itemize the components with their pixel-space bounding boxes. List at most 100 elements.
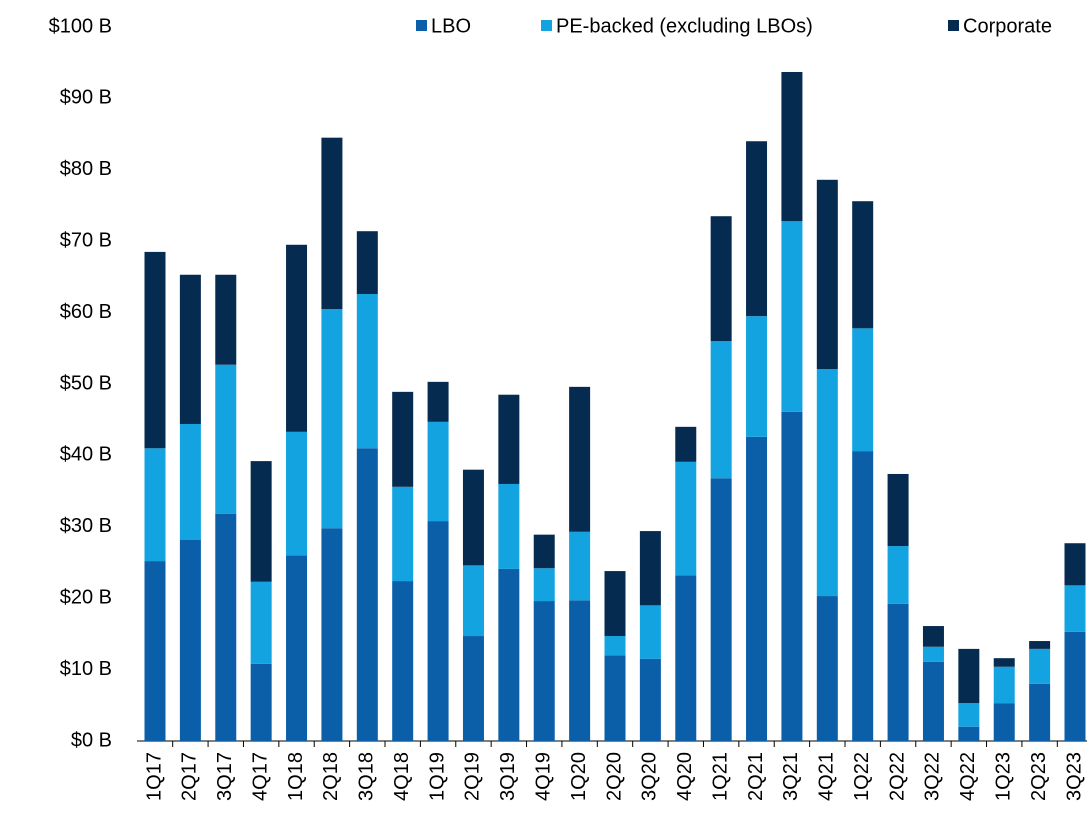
x-tick-label: 2Q23 bbox=[1028, 752, 1050, 801]
bar-segment bbox=[816, 596, 838, 741]
bar-segment bbox=[852, 451, 874, 741]
bar-segment bbox=[533, 568, 555, 602]
bar-segment bbox=[321, 137, 343, 310]
y-tick-label: $50 B bbox=[60, 372, 112, 394]
y-tick-label: $100 B bbox=[49, 15, 112, 37]
bar-segment bbox=[321, 528, 343, 741]
bar-segment bbox=[392, 391, 414, 487]
x-tick-label: 1Q23 bbox=[993, 752, 1015, 801]
bar-segment bbox=[498, 483, 520, 569]
x-tick-label: 1Q17 bbox=[143, 752, 165, 801]
bar-segment bbox=[1029, 641, 1051, 649]
x-tick-label: 3Q23 bbox=[1063, 752, 1085, 801]
legend-label: PE-backed (excluding LBOs) bbox=[556, 15, 813, 37]
legend-swatch bbox=[541, 20, 552, 31]
bar-segment bbox=[569, 386, 591, 532]
bar-segment bbox=[286, 244, 308, 432]
bar-segment bbox=[852, 328, 874, 452]
y-tick-label: $70 B bbox=[60, 229, 112, 251]
x-tick-label: 2Q21 bbox=[745, 752, 767, 801]
x-tick-label: 1Q18 bbox=[285, 752, 307, 801]
bar-segment bbox=[462, 469, 484, 566]
x-tick-label: 4Q19 bbox=[533, 752, 555, 801]
bar-segment bbox=[427, 421, 449, 522]
bar-segment bbox=[356, 294, 378, 449]
bar-segment bbox=[639, 531, 661, 606]
bar-segment bbox=[675, 575, 697, 741]
bar-segment bbox=[887, 603, 909, 741]
x-tick-label: 2Q19 bbox=[462, 752, 484, 801]
bar-segment bbox=[816, 369, 838, 597]
bar-segment bbox=[250, 581, 272, 664]
bar-segment bbox=[1029, 648, 1051, 684]
bar-segment bbox=[781, 411, 803, 741]
bar-segment bbox=[781, 221, 803, 412]
bar-segment bbox=[852, 201, 874, 329]
bar-segment bbox=[604, 571, 626, 637]
x-tick-label: 1Q22 bbox=[851, 752, 873, 801]
x-tick-label: 3Q19 bbox=[497, 752, 519, 801]
x-tick-label: 1Q19 bbox=[426, 752, 448, 801]
bar-segment bbox=[1064, 543, 1086, 586]
bar-segment bbox=[922, 646, 944, 662]
y-tick-label: $40 B bbox=[60, 444, 112, 466]
bar-segment bbox=[179, 539, 201, 741]
bar-segment bbox=[462, 636, 484, 741]
bar-segment bbox=[887, 473, 909, 547]
bar-segment bbox=[639, 605, 661, 659]
x-tick-label: 2Q18 bbox=[320, 752, 342, 801]
x-tick-label: 1Q21 bbox=[709, 752, 731, 801]
bar-segment bbox=[462, 565, 484, 637]
x-tick-label: 4Q21 bbox=[816, 752, 838, 801]
bar-segment bbox=[392, 581, 414, 741]
legend-swatch bbox=[948, 20, 959, 31]
bar-segment bbox=[356, 231, 378, 295]
y-tick-label: $90 B bbox=[60, 87, 112, 109]
bar-segment bbox=[250, 663, 272, 741]
bar-segment bbox=[1029, 683, 1051, 741]
bar-segment bbox=[144, 251, 166, 449]
bar-segment bbox=[498, 394, 520, 484]
legend-label: LBO bbox=[431, 15, 471, 37]
legend-label: Corporate bbox=[963, 15, 1052, 37]
bar-segment bbox=[781, 71, 803, 222]
bar-segment bbox=[958, 726, 980, 741]
bar-segment bbox=[746, 436, 768, 741]
x-tick-label: 2Q20 bbox=[603, 752, 625, 801]
legend-swatch bbox=[416, 20, 427, 31]
x-tick-label: 4Q22 bbox=[957, 752, 979, 801]
x-tick-label: 1Q20 bbox=[568, 752, 590, 801]
y-tick-label: $0 B bbox=[71, 729, 112, 751]
x-tick-label: 4Q20 bbox=[674, 752, 696, 801]
bar-segment bbox=[286, 555, 308, 741]
bar-segment bbox=[144, 561, 166, 741]
bar-segment bbox=[144, 448, 166, 562]
bar-segment bbox=[569, 531, 591, 601]
bar-segment bbox=[675, 461, 697, 576]
y-tick-label: $30 B bbox=[60, 515, 112, 537]
bar-segment bbox=[321, 309, 343, 529]
bar-segment bbox=[993, 703, 1015, 741]
bar-segment bbox=[427, 521, 449, 741]
bar-segment bbox=[533, 601, 555, 741]
bar-segment bbox=[179, 274, 201, 424]
bar-segment bbox=[746, 141, 768, 317]
x-tick-label: 4Q17 bbox=[249, 752, 271, 801]
bar-segment bbox=[639, 658, 661, 741]
bar-segment bbox=[958, 703, 980, 727]
bar-segment bbox=[604, 655, 626, 741]
bar-segment bbox=[710, 478, 732, 741]
bar-segment bbox=[215, 513, 237, 741]
x-tick-label: 3Q21 bbox=[780, 752, 802, 801]
bar-segment bbox=[1064, 585, 1086, 632]
bar-segment bbox=[922, 661, 944, 741]
bar-segment bbox=[498, 568, 520, 741]
y-tick-label: $10 B bbox=[60, 658, 112, 680]
x-tick-label: 2Q17 bbox=[179, 752, 201, 801]
bar-segment bbox=[215, 274, 237, 365]
x-tick-label: 3Q18 bbox=[356, 752, 378, 801]
bar-segment bbox=[887, 546, 909, 604]
bar-segment bbox=[675, 426, 697, 462]
bar-segment bbox=[710, 341, 732, 479]
